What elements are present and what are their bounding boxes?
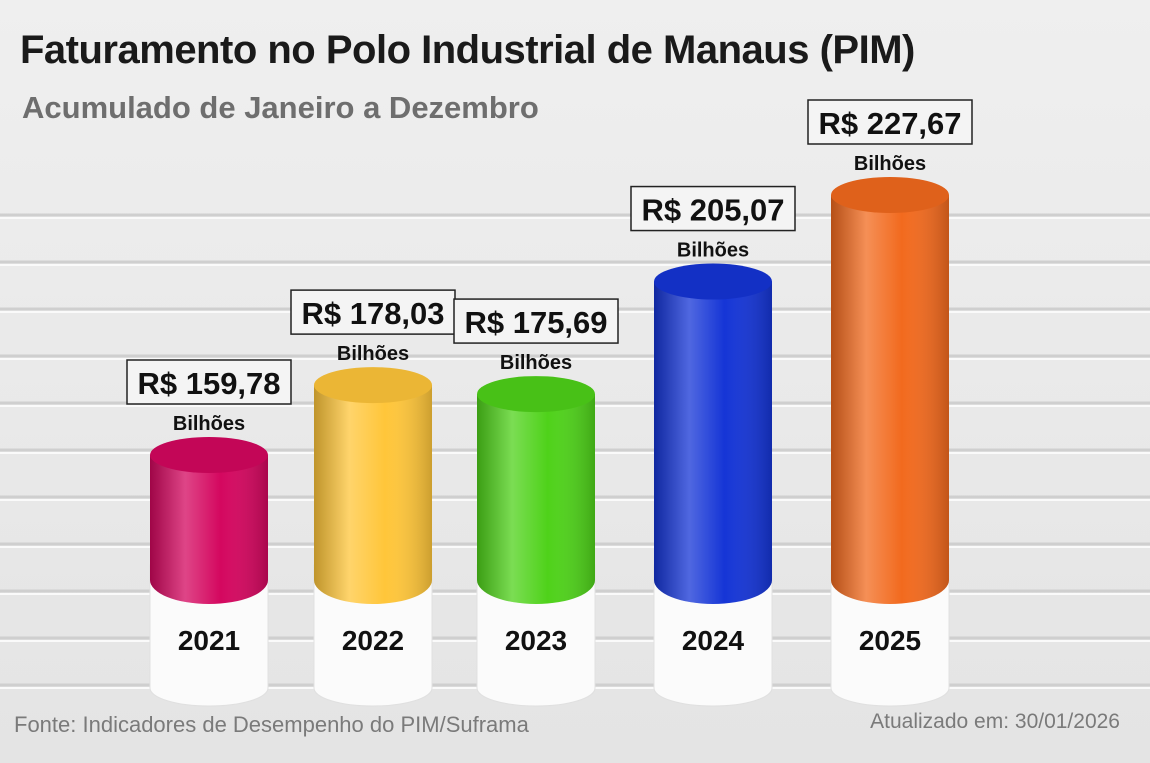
data-label: R$ 205,07 — [641, 193, 784, 228]
bar-shading — [477, 394, 595, 604]
bar-top — [654, 263, 772, 300]
bar-top-shade — [654, 263, 772, 300]
bar-shading — [654, 281, 772, 604]
bar-top — [477, 376, 595, 413]
bar-2021: 2021 R$ 159,78 Bilhões — [126, 359, 292, 707]
updated-date: Atualizado em: 30/01/2026 — [870, 710, 1120, 733]
data-label-box — [453, 298, 619, 344]
bar-2025: 2025 R$ 227,67 Bilhões — [807, 99, 973, 707]
data-label: R$ 175,69 — [464, 305, 607, 340]
source-note: Fonte: Indicadores de Desempenho do PIM/… — [14, 712, 529, 737]
bar-shading — [831, 195, 949, 604]
unit-label: Bilhões — [677, 240, 749, 262]
unit-label: Bilhões — [337, 343, 409, 365]
bar-top-shade — [477, 376, 595, 413]
bar-top-shade — [314, 367, 432, 404]
data-label: R$ 178,03 — [301, 296, 444, 331]
unit-label: Bilhões — [173, 413, 245, 435]
data-label: R$ 159,78 — [137, 366, 280, 401]
chart-title: Faturamento no Polo Industrial de Manaus… — [20, 28, 915, 72]
bar-2022: 2022 R$ 178,03 Bilhões — [290, 289, 456, 707]
data-label-box — [807, 99, 973, 145]
category-label: 2024 — [682, 625, 745, 656]
category-label: 2023 — [505, 625, 567, 656]
chart-subtitle: Acumulado de Janeiro a Dezembro — [22, 90, 539, 125]
bar-top — [314, 367, 432, 404]
bar-top-shade — [831, 177, 949, 213]
unit-label: Bilhões — [854, 153, 926, 175]
bar-top-shade — [150, 437, 268, 473]
data-label: R$ 227,67 — [818, 106, 961, 141]
category-label: 2022 — [342, 625, 404, 656]
data-label-box — [290, 289, 456, 335]
bar-top — [831, 177, 949, 213]
data-label-box — [126, 359, 292, 405]
bar-top — [150, 437, 268, 473]
data-label-box — [630, 185, 796, 232]
category-label: 2021 — [178, 625, 240, 656]
bar-shading — [150, 455, 268, 604]
bar-2023: 2023 R$ 175,69 Bilhões — [453, 298, 619, 707]
bar-shading — [314, 385, 432, 604]
bar-2024: 2024 R$ 205,07 Bilhões — [630, 185, 796, 707]
category-label: 2025 — [859, 625, 921, 656]
unit-label: Bilhões — [500, 352, 572, 374]
